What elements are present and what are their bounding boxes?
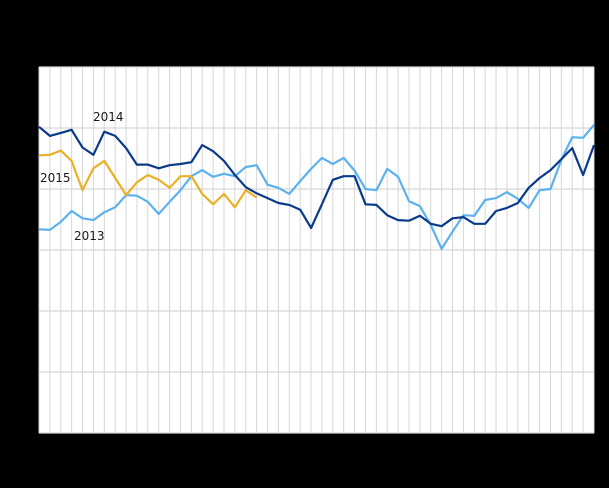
series-line-2014 [38, 125, 596, 230]
series-label-2013: 2013 [74, 229, 105, 243]
series-labels: 2013 2014 2015 [40, 110, 124, 243]
horizontal-gridlines [39, 66, 594, 434]
series-label-2015: 2015 [40, 171, 71, 185]
series-label-2014: 2014 [93, 110, 124, 124]
series-lines [38, 124, 596, 250]
series-line-2015 [38, 149, 258, 209]
series-line-2013 [38, 124, 595, 250]
